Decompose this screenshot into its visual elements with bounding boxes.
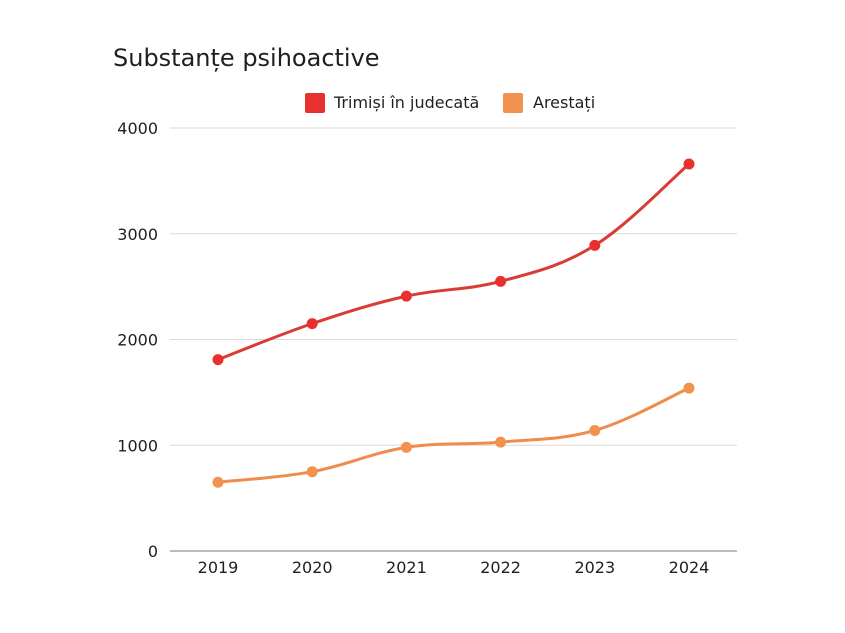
data-point-trimisi-2020[interactable] <box>306 318 318 330</box>
x-tick-label-2019: 2019 <box>198 558 239 577</box>
data-point-trimisi-2021[interactable] <box>400 290 412 302</box>
data-point-arestati-2024[interactable] <box>683 382 695 394</box>
y-tick-label-4000: 4000 <box>117 119 158 138</box>
data-point-trimisi-2019[interactable] <box>212 354 224 366</box>
legend-item-arestati[interactable]: Arestați <box>503 93 595 113</box>
data-point-trimisi-2024[interactable] <box>683 158 695 170</box>
data-point-arestati-2021[interactable] <box>400 441 412 453</box>
y-tick-label-0: 0 <box>148 542 158 561</box>
data-point-arestati-2023[interactable] <box>589 424 601 436</box>
y-axis-tick-labels: 0 1000 2000 3000 4000 <box>117 119 158 561</box>
data-point-arestati-2019[interactable] <box>212 476 224 488</box>
legend: Trimiși în judecată Arestați <box>305 93 595 113</box>
legend-item-trimisi[interactable]: Trimiși în judecată <box>305 93 479 113</box>
data-point-arestati-2022[interactable] <box>495 436 507 448</box>
y-tick-label-2000: 2000 <box>117 331 158 350</box>
x-axis-tick-labels: 2019 2020 2021 2022 2023 2024 <box>198 558 710 577</box>
series <box>212 158 695 488</box>
x-tick-label-2020: 2020 <box>292 558 333 577</box>
y-tick-label-3000: 3000 <box>117 225 158 244</box>
y-tick-label-1000: 1000 <box>117 436 158 455</box>
legend-swatch-trimisi <box>305 93 325 113</box>
x-tick-label-2021: 2021 <box>386 558 427 577</box>
x-tick-label-2024: 2024 <box>669 558 710 577</box>
gridlines <box>170 127 737 446</box>
series-line-trimisi <box>216 162 691 362</box>
series-line-arestati <box>216 386 691 484</box>
chart-title: Substanțe psihoactive <box>113 44 380 72</box>
legend-label-arestati: Arestați <box>533 93 595 112</box>
legend-swatch-arestati <box>503 93 523 113</box>
x-tick-label-2023: 2023 <box>574 558 615 577</box>
series-arestati <box>212 382 695 488</box>
legend-label-trimisi: Trimiși în judecată <box>333 93 479 112</box>
data-point-trimisi-2023[interactable] <box>589 239 601 251</box>
x-tick-label-2022: 2022 <box>480 558 521 577</box>
data-point-trimisi-2022[interactable] <box>495 275 507 287</box>
data-point-arestati-2020[interactable] <box>306 466 318 478</box>
series-trimisi <box>212 158 695 366</box>
